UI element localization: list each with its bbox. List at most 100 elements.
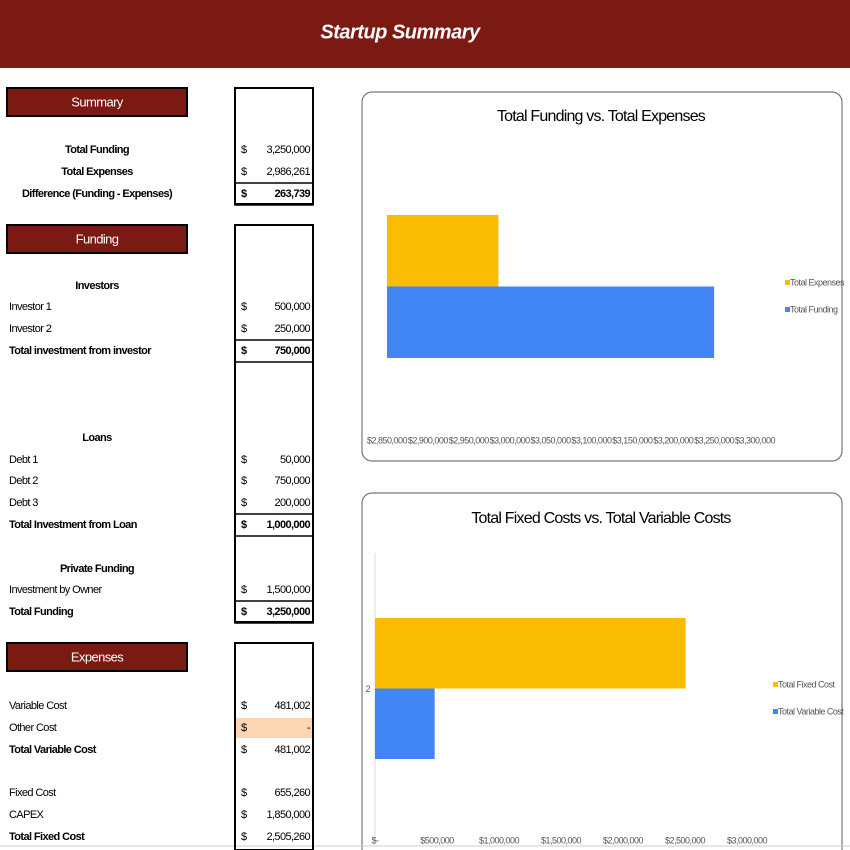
currency-symbol: $	[241, 188, 247, 200]
chart-title: Total Funding vs. Total Expenses	[497, 108, 706, 125]
row-label: Total investment from investor	[9, 345, 152, 357]
x-tick-label: $-	[371, 835, 379, 845]
row-value: 481,002	[274, 700, 310, 712]
x-tick-label: $3,150,000	[612, 435, 653, 445]
row-value: 2,505,260	[266, 831, 310, 843]
row-label: Investment by Owner	[9, 584, 102, 596]
currency-symbol: $	[241, 584, 247, 596]
value-column	[234, 87, 314, 205]
section-title: Funding	[76, 231, 119, 246]
row-value: 50,000	[280, 454, 311, 466]
currency-symbol: $	[241, 831, 247, 843]
row-label: CAPEX	[9, 809, 45, 821]
currency-symbol: $	[241, 809, 247, 821]
input-cell	[236, 718, 312, 738]
row-label: Variable Cost	[9, 700, 67, 712]
x-tick-label: $3,300,000	[735, 435, 776, 445]
subheading: Loans	[82, 432, 112, 444]
row-value: 1,500,000	[266, 584, 310, 596]
row-label: Debt 3	[9, 497, 38, 509]
currency-symbol: $	[241, 345, 247, 357]
legend-label: Total Funding	[790, 304, 838, 314]
total-cell	[234, 600, 314, 624]
x-tick-label: $1,500,000	[541, 835, 582, 845]
section-header	[6, 87, 188, 117]
total-cell	[234, 513, 314, 537]
row-value: -	[307, 722, 311, 734]
x-tick-label: $2,900,000	[408, 435, 449, 445]
row-value: 250,000	[274, 323, 310, 335]
row-value: 3,250,000	[266, 144, 310, 156]
x-tick-label: $2,000,000	[603, 835, 644, 845]
row-label: Total Fixed Cost	[9, 831, 85, 843]
legend-label: Total Fixed Cost	[778, 679, 836, 689]
legend-label: Total Expenses	[790, 277, 845, 287]
legend-label: Total Variable Cost	[778, 706, 844, 716]
row-label: Total Variable Cost	[9, 744, 97, 756]
row-value: 750,000	[274, 475, 310, 487]
chart-panel	[361, 91, 843, 462]
header-band	[0, 0, 850, 68]
row-label: Other Cost	[9, 722, 57, 734]
currency-symbol: $	[241, 787, 247, 799]
subheading: Investors	[75, 280, 119, 292]
row-value: 200,000	[274, 497, 310, 509]
x-tick-label: $3,250,000	[694, 435, 735, 445]
legend-swatch	[785, 307, 790, 312]
currency-symbol: $	[241, 497, 247, 509]
legend-swatch	[785, 280, 790, 285]
currency-symbol: $	[241, 144, 247, 156]
currency-symbol: $	[241, 323, 247, 335]
currency-symbol: $	[241, 475, 247, 487]
currency-symbol: $	[241, 700, 247, 712]
section-title: Summary	[71, 94, 124, 109]
row-label: Debt 2	[9, 475, 38, 487]
row-label: Debt 1	[9, 454, 38, 466]
x-tick-label: $2,850,000	[367, 435, 408, 445]
row-label: Difference (Funding - Expenses)	[22, 188, 173, 200]
row-label: Total Funding	[65, 144, 129, 156]
bar	[387, 286, 715, 358]
x-tick-label: $500,000	[420, 835, 454, 845]
section-header	[6, 642, 188, 672]
row-value: 1,000,000	[266, 519, 310, 531]
legend-swatch	[773, 682, 778, 687]
section-header	[6, 224, 188, 254]
x-tick-label: $1,000,000	[479, 835, 520, 845]
currency-symbol: $	[241, 744, 247, 756]
row-label: Investor 2	[9, 323, 52, 335]
currency-symbol: $	[241, 606, 247, 618]
x-tick-label: $2,950,000	[449, 435, 490, 445]
row-label: Investor 1	[9, 301, 52, 313]
legend-swatch	[773, 709, 778, 714]
bar	[375, 688, 435, 759]
x-tick-label: $3,050,000	[531, 435, 572, 445]
currency-symbol: $	[241, 519, 247, 531]
x-tick-label: $3,200,000	[653, 435, 694, 445]
row-value: 3,250,000	[266, 606, 310, 618]
total-cell	[234, 339, 314, 363]
section-title: Expenses	[71, 649, 124, 664]
currency-symbol: $	[241, 454, 247, 466]
row-value: 481,002	[274, 744, 310, 756]
x-tick-label: $2,500,000	[665, 835, 706, 845]
total-cell	[234, 182, 314, 206]
row-label: Total Expenses	[61, 166, 133, 178]
row-value: 750,000	[274, 345, 310, 357]
currency-symbol: $	[241, 722, 247, 734]
value-column	[234, 224, 314, 623]
value-column	[234, 642, 314, 850]
currency-symbol: $	[241, 301, 247, 313]
x-tick-label: $3,100,000	[571, 435, 612, 445]
chart-title: Total Fixed Costs vs. Total Variable Cos…	[471, 510, 731, 527]
row-label: Total Investment from Loan	[9, 519, 138, 531]
row-value: 1,850,000	[266, 809, 310, 821]
row-value: 263,739	[274, 188, 310, 200]
y-tick-label: 2	[365, 684, 370, 694]
x-tick-label: $3,000,000	[727, 835, 768, 845]
x-tick-label: $3,000,000	[490, 435, 531, 445]
row-value: 500,000	[274, 301, 310, 313]
bar	[387, 215, 499, 287]
row-value: 2,986,261	[266, 166, 310, 178]
